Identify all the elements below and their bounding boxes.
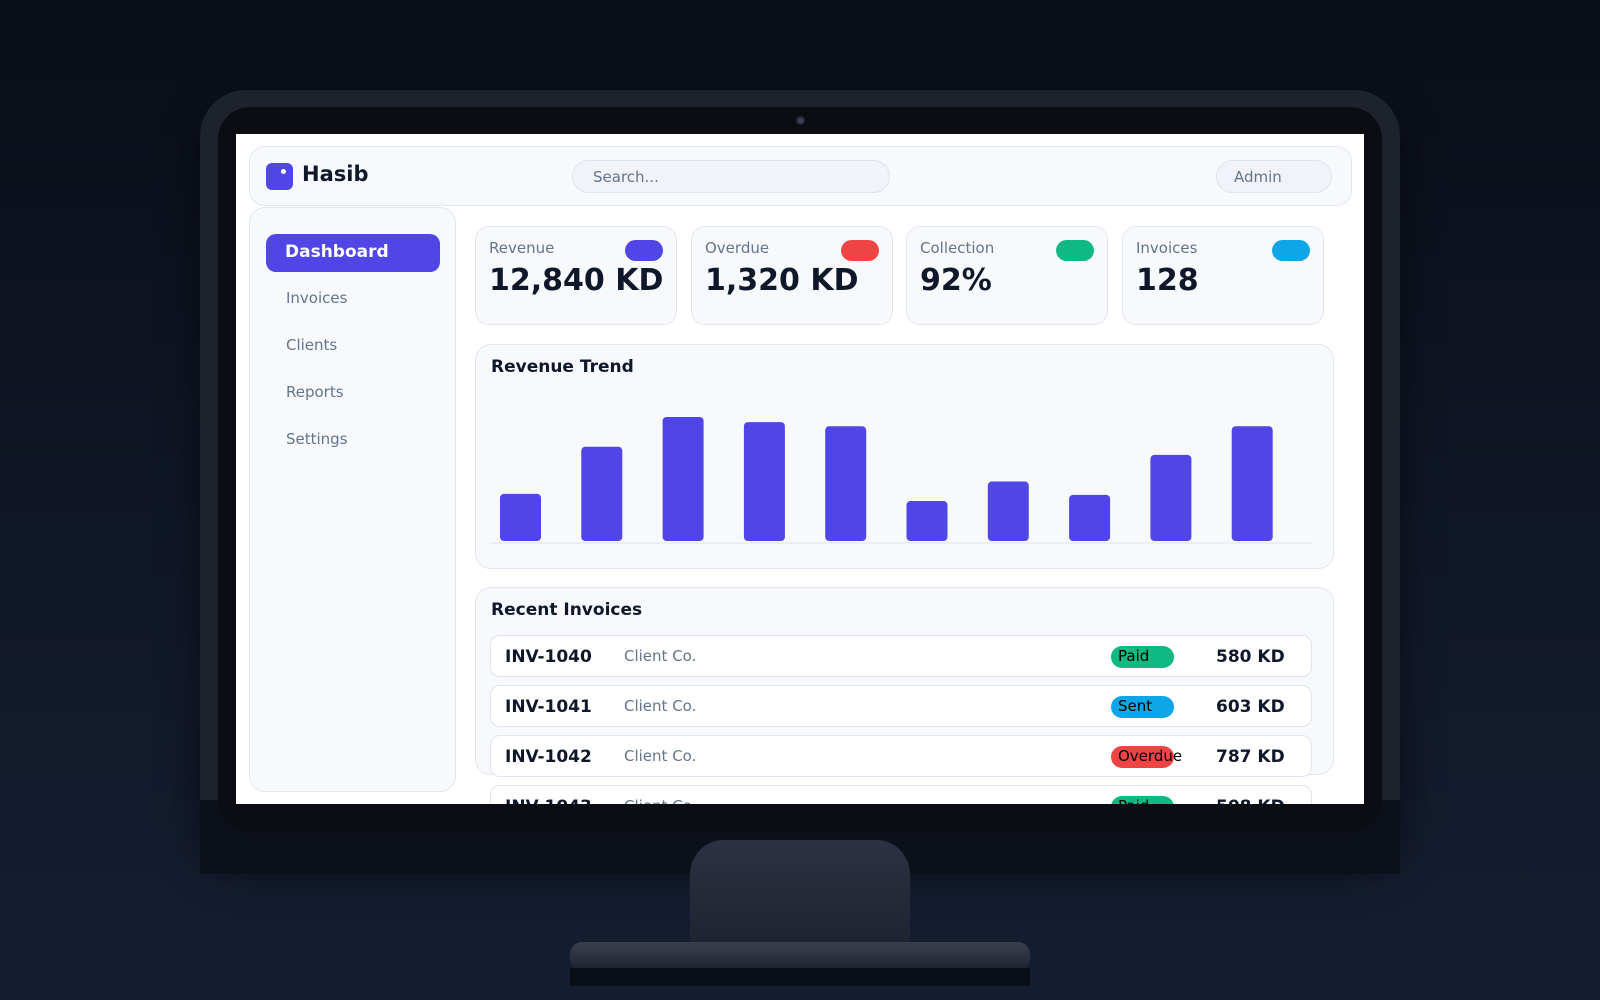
- kpi-label: Collection: [920, 239, 995, 257]
- chart-bar: [581, 446, 623, 541]
- invoice-client: Client Co.: [624, 797, 696, 804]
- kpi-label: Revenue: [489, 239, 555, 257]
- invoice-amount: 508 KD: [1216, 797, 1285, 804]
- top-header: Hasib Search... Admin: [249, 146, 1352, 206]
- chart-bar: [1069, 494, 1111, 541]
- webcam-icon: [796, 116, 805, 125]
- kpi-label: Overdue: [705, 239, 770, 257]
- chart-bar: [662, 417, 704, 541]
- chart-bar: [906, 501, 948, 541]
- search-input[interactable]: Search...: [572, 160, 890, 193]
- revenue-trend-panel: Revenue Trend: [475, 344, 1334, 569]
- invoice-amount: 787 KD: [1216, 747, 1285, 767]
- invoice-client: Client Co.: [624, 697, 697, 715]
- revenue-bar-chart: [491, 417, 1313, 544]
- invoices-title: Recent Invoices: [491, 600, 643, 620]
- status-badge: Overdue: [1111, 746, 1182, 768]
- invoice-client: Client Co.: [624, 647, 697, 665]
- kpi-value: 128: [1136, 263, 1199, 298]
- sidebar-item-settings[interactable]: Settings: [286, 430, 348, 448]
- kpi-value: 1,320 KD: [705, 263, 859, 298]
- invoice-row[interactable]: INV-1043 Client Co. Paid 508 KD: [490, 785, 1312, 804]
- chart-bar: [1231, 426, 1273, 541]
- app-screen: Hasib Search... Admin Dashboard Invoices…: [236, 134, 1364, 804]
- kpi-value: 92%: [920, 263, 992, 298]
- sidebar-item-dashboard[interactable]: Dashboard: [266, 234, 440, 272]
- invoice-id: INV-1040: [505, 647, 592, 667]
- user-menu-button[interactable]: Admin: [1216, 160, 1332, 193]
- logo-icon: [266, 163, 293, 190]
- chart-bar: [743, 422, 785, 541]
- status-badge: Paid: [1111, 796, 1174, 804]
- invoice-id: INV-1042: [505, 747, 592, 767]
- invoice-row[interactable]: INV-1041 Client Co. Sent 603 KD: [490, 685, 1312, 727]
- invoice-row[interactable]: INV-1040 Client Co. Paid 580 KD: [490, 635, 1312, 677]
- invoice-amount: 580 KD: [1216, 647, 1285, 667]
- monitor-stand-base: [570, 942, 1030, 970]
- status-badge: Paid: [1111, 646, 1174, 668]
- chart-bar: [825, 426, 867, 541]
- chart-title: Revenue Trend: [491, 357, 634, 377]
- chart-bar: [500, 493, 541, 541]
- kpi-indicator: [1272, 240, 1310, 261]
- kpi-indicator: [1056, 240, 1094, 261]
- app-name: Hasib: [302, 162, 369, 186]
- kpi-indicator: [625, 240, 663, 261]
- sidebar-item-reports[interactable]: Reports: [286, 383, 344, 401]
- status-badge: Sent: [1111, 696, 1174, 718]
- kpi-value: 12,840 KD: [489, 263, 664, 298]
- sidebar-item-clients[interactable]: Clients: [286, 336, 338, 354]
- kpi-card-overdue: Overdue 1,320 KD: [691, 226, 893, 325]
- chart-bar: [1150, 454, 1192, 541]
- chart-bar: [987, 481, 1029, 541]
- invoice-id: INV-1041: [505, 697, 592, 717]
- invoice-id: INV-1043: [505, 797, 592, 804]
- kpi-card-invoices: Invoices 128: [1122, 226, 1324, 325]
- kpi-card-revenue: Revenue 12,840 KD: [475, 226, 677, 325]
- kpi-indicator: [841, 240, 879, 261]
- sidebar-item-invoices[interactable]: Invoices: [286, 289, 348, 307]
- kpi-label: Invoices: [1136, 239, 1198, 257]
- sidebar: Dashboard Invoices Clients Reports Setti…: [249, 207, 456, 792]
- invoice-row[interactable]: INV-1042 Client Co. Overdue 787 KD: [490, 735, 1312, 777]
- stand-shadow: [570, 968, 1030, 986]
- kpi-card-collection: Collection 92%: [906, 226, 1108, 325]
- invoice-client: Client Co.: [624, 747, 697, 765]
- invoice-amount: 603 KD: [1216, 697, 1285, 717]
